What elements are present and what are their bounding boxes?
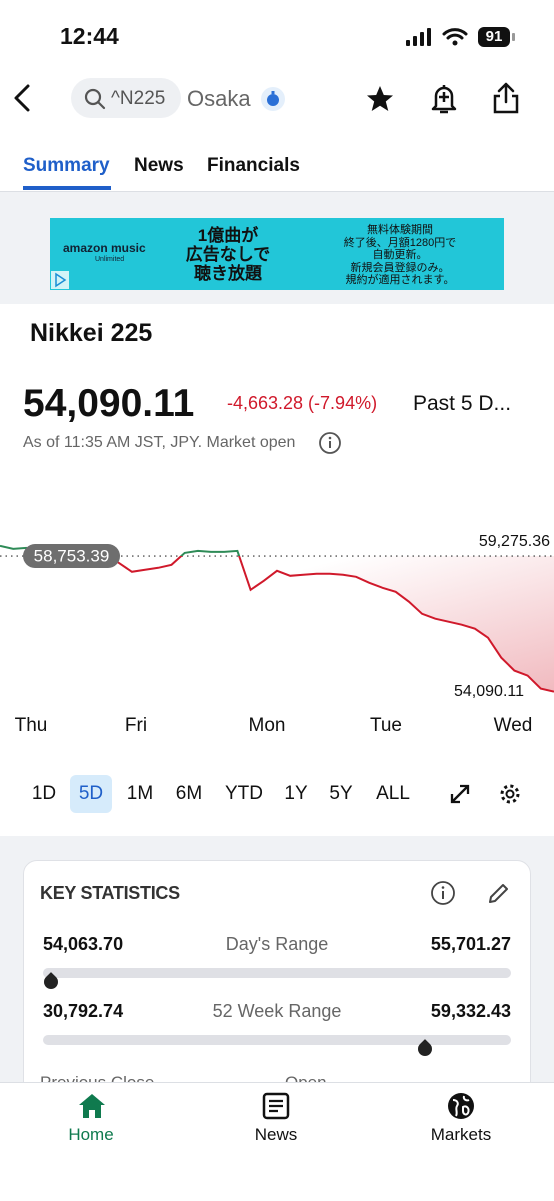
ad-choice-icon[interactable] (51, 271, 69, 289)
x-tick-label: Tue (370, 715, 402, 736)
area-below-close (108, 556, 554, 692)
status-icons (406, 27, 515, 47)
stats-title: KEY STATISTICS (40, 883, 180, 903)
quote-change: -4,663.28 (-7.94%) (227, 393, 378, 413)
ad-body: 無料体験期間 終了後、月額1280円で 自動更新。 新規会員登録のみ。 規約が適用されま… (343, 224, 457, 286)
previous-close-pill (23, 544, 120, 569)
quote-period: Past 5 D... (413, 392, 512, 415)
stats-info[interactable] (430, 880, 456, 906)
price-chart: 58,753.39 59,275.36 54,090.11 Thu Fri Mon Tue W… (0, 533, 554, 736)
range-button[interactable]: ALL (376, 783, 410, 804)
alert-bell[interactable] (428, 82, 460, 116)
market-status-icon (261, 87, 285, 111)
search-icon (84, 88, 106, 110)
tab-underline (23, 186, 111, 190)
range-button-selected[interactable]: 5D (70, 775, 112, 813)
nav-news[interactable]: News (254, 1125, 298, 1144)
range-button[interactable]: 1Y (284, 783, 308, 804)
range-button[interactable]: 1M (126, 783, 154, 804)
ad-brand-sub: Unlimited (95, 256, 125, 263)
x-tick-label: Fri (125, 715, 147, 736)
week52-high: 59,332.43 (430, 1001, 511, 1021)
settings-button[interactable] (498, 782, 522, 806)
battery-level: 91 (485, 28, 503, 45)
week52-range-bar (43, 1035, 511, 1045)
low-label: 54,090.11 (454, 683, 524, 700)
quote-name: Nikkei 225 (30, 319, 153, 347)
markets-icon[interactable] (447, 1092, 475, 1120)
home-icon[interactable] (77, 1092, 107, 1120)
week52-range-label: 52 Week Range (212, 1001, 342, 1021)
range-selector: 1D 5D 1M 6M YTD 1Y 5Y ALL (0, 774, 554, 814)
tab-active[interactable]: Summary (23, 155, 110, 176)
info-icon[interactable] (318, 431, 342, 455)
nav-markets[interactable]: Markets (430, 1125, 492, 1144)
nav-home[interactable]: Home (68, 1125, 114, 1144)
range-button[interactable]: 5Y (329, 783, 353, 804)
days-range-label: Day's Range (225, 934, 329, 954)
expand-button[interactable] (448, 782, 472, 806)
week52-low: 30,792.74 (43, 1001, 124, 1021)
ad-banner[interactable]: amazon music Unlimited 1億曲が 広告なしで 聴き放題 無料体… (50, 218, 504, 290)
tab[interactable]: News (134, 155, 184, 176)
x-tick-label: Wed (494, 715, 533, 736)
quote-as-of: As of 11:35 AM JST, JPY. Market open (23, 434, 296, 451)
tab[interactable]: Financials (207, 155, 300, 176)
days-low: 54,063.70 (43, 934, 124, 954)
days-high: 55,701.27 (430, 934, 511, 954)
x-tick-label: Thu (15, 715, 48, 736)
previous-close-label: 58,753.39 (34, 547, 110, 566)
quote-price: 54,090.11 (23, 382, 195, 425)
ad-headline: 1億曲が 広告なしで 聴き放題 (185, 226, 271, 283)
back-button[interactable] (8, 82, 38, 114)
price-line-below (106, 556, 554, 693)
watchlist-star[interactable] (364, 83, 396, 115)
search-pill[interactable] (71, 78, 181, 118)
share-button[interactable] (490, 80, 522, 116)
range-button[interactable]: 6M (175, 783, 203, 804)
high-label: 59,275.36 (479, 533, 550, 550)
news-icon[interactable] (262, 1092, 290, 1120)
exchange: Osaka (187, 86, 251, 111)
days-range-bar (43, 968, 511, 978)
search-text[interactable]: ^N225 (111, 88, 166, 109)
status-time: 12:44 (60, 23, 119, 49)
range-button[interactable]: 1D (31, 783, 57, 804)
ad-brand: amazon music (63, 241, 146, 255)
x-tick-label: Mon (249, 715, 286, 736)
stats-edit[interactable] (487, 881, 511, 905)
range-button[interactable]: YTD (225, 783, 263, 804)
